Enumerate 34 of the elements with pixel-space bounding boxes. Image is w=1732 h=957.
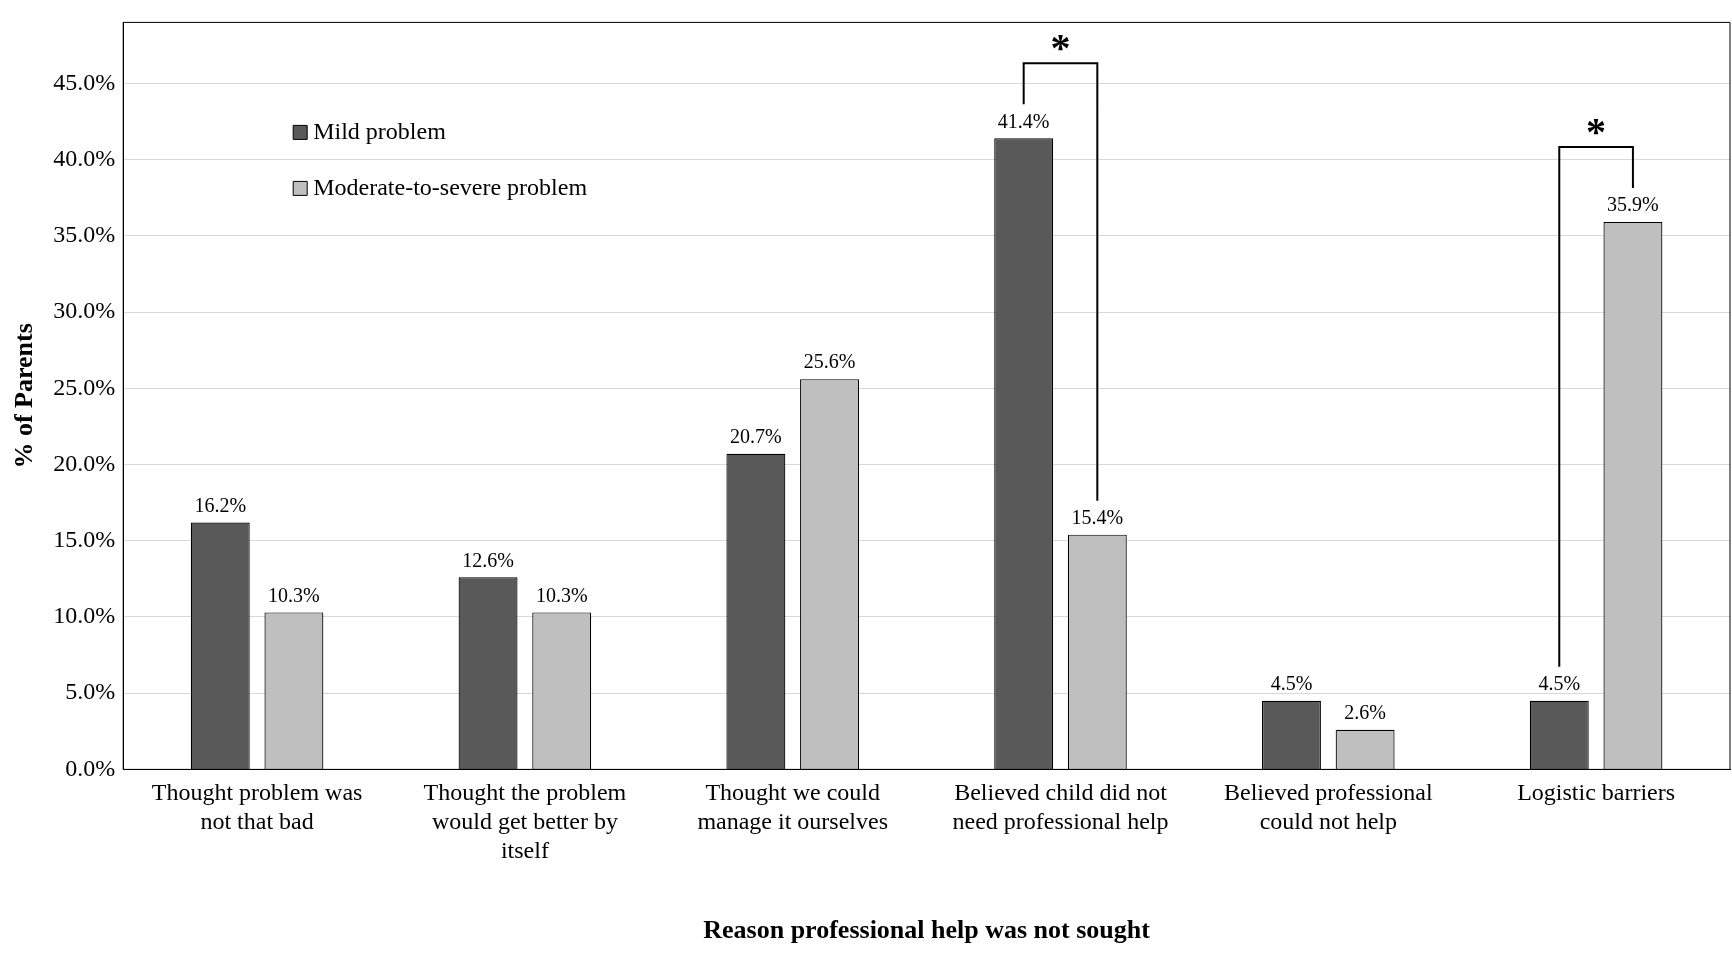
data-label: 12.6%	[462, 548, 514, 571]
y-tick-label: 10.0%	[53, 602, 116, 629]
data-label: 16.2%	[194, 493, 247, 516]
y-tick-label: 45.0%	[53, 68, 116, 95]
x-axis-title: Reason professional help was not sought	[703, 915, 1151, 945]
x-tick-label: Thought we could manage it ourselves	[697, 779, 888, 834]
y-tick-label: 15.0%	[53, 526, 116, 553]
data-label: 10.3%	[535, 583, 588, 606]
y-tick-label: 30.0%	[53, 297, 116, 324]
data-label: 25.6%	[803, 350, 856, 373]
data-label: 2.6%	[1344, 701, 1386, 724]
x-tick-label: Thought problem was not that bad	[151, 779, 363, 834]
data-label: 4.5%	[1270, 672, 1313, 695]
y-tick-label: 35.0%	[53, 221, 116, 248]
y-tick-label: 40.0%	[53, 144, 116, 171]
x-tick-label: Logistic barriers	[1517, 779, 1676, 806]
x-tick-label: Thought the problem would get better by itself	[423, 779, 627, 863]
data-label: 15.4%	[1071, 505, 1124, 528]
legend-label: Moderate-to-severe problem	[313, 173, 588, 200]
data-label: 35.9%	[1607, 193, 1659, 216]
y-tick-label: 20.0%	[53, 449, 116, 476]
y-axis-title: % of Parents	[9, 323, 39, 469]
x-tick-label: Believed child did not need professional help	[952, 779, 1169, 834]
data-label: 41.4%	[997, 109, 1050, 132]
data-label: 20.7%	[730, 425, 782, 448]
data-label: 10.3%	[268, 583, 320, 606]
data-label: 4.5%	[1538, 672, 1581, 695]
x-tick-label: Believed professional could not help	[1223, 779, 1433, 834]
annotation: *	[1586, 109, 1607, 155]
y-tick-label: 5.0%	[65, 678, 116, 705]
legend-label: Mild problem	[313, 117, 447, 144]
y-tick-label: 25.0%	[53, 373, 116, 400]
y-tick-label: 0.0%	[65, 754, 116, 781]
annotation: *	[1050, 25, 1071, 71]
